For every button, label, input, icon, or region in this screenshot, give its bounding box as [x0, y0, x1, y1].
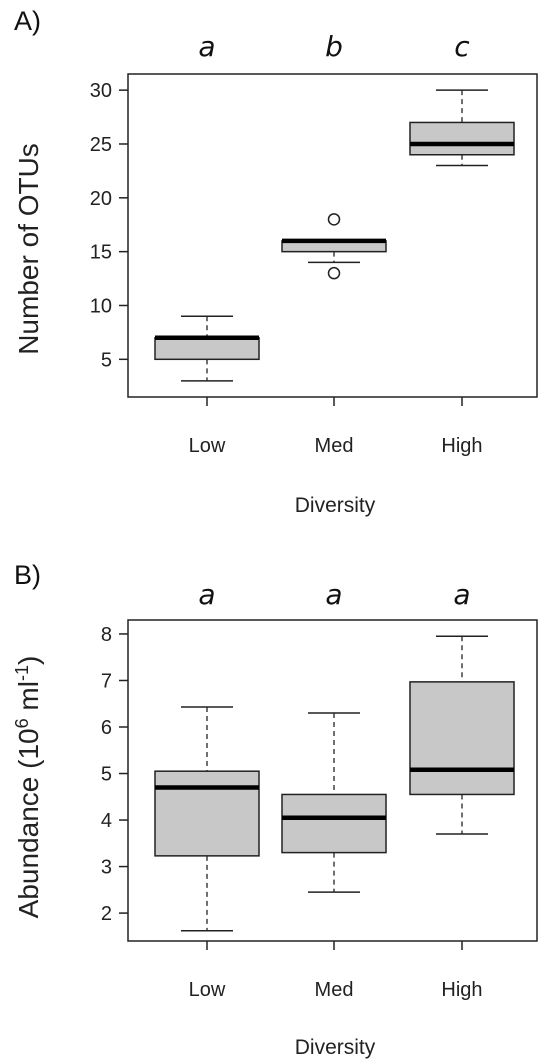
- panel-a-significance-letter: a: [198, 30, 215, 63]
- panel-b-x-tick-label-low: Low: [189, 979, 226, 1001]
- panel-b-plot-frame: [127, 619, 538, 942]
- panel-b-significance-letter: a: [453, 578, 470, 611]
- panel-a-y-tick-label: 15: [90, 242, 112, 264]
- panel-a-x-axis-title: Diversity: [295, 494, 376, 517]
- panel-a-outlier-med: [327, 213, 341, 226]
- panel-b-y-tick-label: 6: [101, 717, 112, 739]
- panel-a-outlier-med: [327, 266, 341, 280]
- panel-a-plot: 5 10 15 20 25 30 Low Med High a b c: [90, 30, 538, 457]
- panel-b-ylabel-mid: ml: [13, 681, 44, 718]
- panel-b-y-tick-label: 2: [101, 903, 112, 925]
- panel-b-box-low: [154, 770, 260, 857]
- panel-b-ylabel-end: ): [13, 656, 44, 665]
- panel-b-y-tick-label: 5: [101, 764, 112, 786]
- panel-b-x-tick-label-high: High: [441, 979, 482, 1001]
- panel-a-y-tick-label: 30: [90, 80, 112, 102]
- panel-b-y-axis-title: Abundance (106 ml-1): [12, 656, 44, 919]
- panel-b-y-tick-label: 4: [101, 810, 112, 832]
- panel-a-y-tick-label: 10: [90, 295, 112, 317]
- panel-b-box-high: [409, 681, 515, 796]
- panel-a-x-tick-label-low: Low: [189, 435, 226, 457]
- panel-a-y-tick-label: 20: [90, 188, 112, 210]
- panel-b-y-tick-label: 8: [101, 624, 112, 646]
- panel-a-label: A): [14, 6, 41, 36]
- panel-a-x-tick-label-high: High: [441, 435, 482, 457]
- panel-b-x-axis-title: Diversity: [295, 1036, 376, 1059]
- panel-b-ylabel-sup1: 6: [12, 718, 32, 728]
- panel-b-label: B): [14, 560, 41, 590]
- panel-a-significance-letter: c: [454, 30, 470, 63]
- panel-a-significance-letter: b: [325, 30, 343, 63]
- panel-b-box-med: [281, 793, 387, 854]
- panel-a-x-tick-label-med: Med: [315, 435, 354, 457]
- panel-a-y-axis-title: Number of OTUs: [13, 143, 44, 355]
- panel-a-y-tick-label: 5: [101, 349, 112, 371]
- panel-b-y-tick-label: 7: [101, 670, 112, 692]
- panel-b-significance-letter: a: [325, 578, 342, 611]
- panel-b-plot: 2 3 4 5 6 7 8 Low Med High a a a: [101, 578, 538, 1001]
- panel-b-y-tick-label: 3: [101, 857, 112, 879]
- panel-a-plot-frame: [127, 73, 538, 398]
- panel-b-ylabel-main: Abundance (10: [13, 728, 44, 918]
- panel-b-ylabel-sup2: -1: [12, 665, 32, 681]
- panel-a-box-high: [409, 121, 515, 156]
- panel-b-x-tick-label-med: Med: [315, 979, 354, 1001]
- panel-a-box-low: [154, 337, 260, 361]
- panel-b-significance-letter: a: [198, 578, 215, 611]
- panel-a-y-tick-label: 25: [90, 134, 112, 156]
